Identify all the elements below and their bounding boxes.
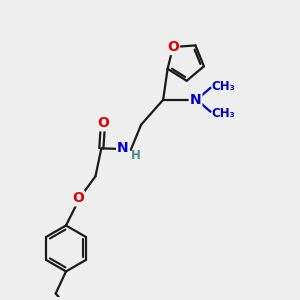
Text: H: H: [131, 148, 141, 162]
Text: CH₃: CH₃: [212, 106, 236, 119]
Text: O: O: [167, 40, 179, 54]
Text: N: N: [117, 141, 128, 155]
Text: O: O: [72, 191, 84, 206]
Text: N: N: [190, 93, 201, 107]
Text: O: O: [97, 116, 109, 130]
Text: CH₃: CH₃: [212, 80, 236, 93]
